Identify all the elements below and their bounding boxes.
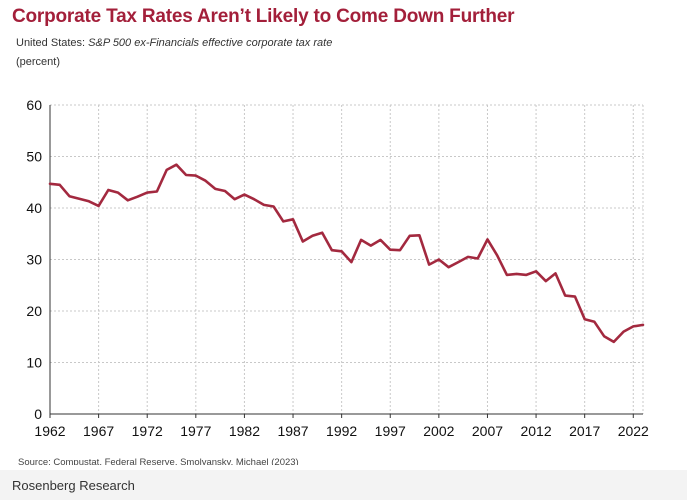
line-chart: 0 10 20 30 40 50 60 1962 1967 1972 1977 1982 1987 199… — [26, 97, 649, 439]
x-tick-label: 2022 — [618, 423, 649, 439]
chart-subtitle: United States: S&P 500 ex-Financials eff… — [16, 37, 332, 49]
y-tick-label: 50 — [26, 149, 42, 165]
subtitle-country: United States: — [16, 37, 86, 49]
source-note: Source: Compustat, Federal Reserve, Smol… — [18, 457, 299, 465]
x-tick-label: 2017 — [569, 423, 600, 439]
series-line — [48, 163, 645, 344]
y-tick-label: 20 — [26, 303, 42, 319]
x-tick-label: 1962 — [34, 423, 65, 439]
y-tick-label: 40 — [26, 200, 42, 216]
chart-title: Corporate Tax Rates Aren’t Likely to Com… — [12, 6, 515, 27]
brand-label: Rosenberg Research — [12, 478, 135, 493]
x-tick-label: 2002 — [423, 423, 454, 439]
footer-bar — [0, 470, 687, 500]
subtitle-series: S&P 500 ex-Financials effective corporat… — [88, 37, 333, 49]
x-tick-label: 1987 — [277, 423, 308, 439]
x-tick-label: 1977 — [180, 423, 211, 439]
y-tick-label: 0 — [34, 406, 42, 422]
x-tick-label: 1982 — [229, 423, 260, 439]
x-tick-label: 2012 — [520, 423, 551, 439]
unit-label: (percent) — [16, 56, 61, 68]
x-tick-label: 1992 — [326, 423, 357, 439]
y-tick-label: 60 — [26, 97, 42, 113]
x-tick-label: 1997 — [375, 423, 406, 439]
x-tick-label: 1967 — [83, 423, 114, 439]
x-tick-label: 1972 — [132, 423, 163, 439]
y-tick-label: 10 — [26, 355, 42, 371]
y-tick-label: 30 — [26, 252, 42, 268]
x-tick-label: 2007 — [472, 423, 503, 439]
